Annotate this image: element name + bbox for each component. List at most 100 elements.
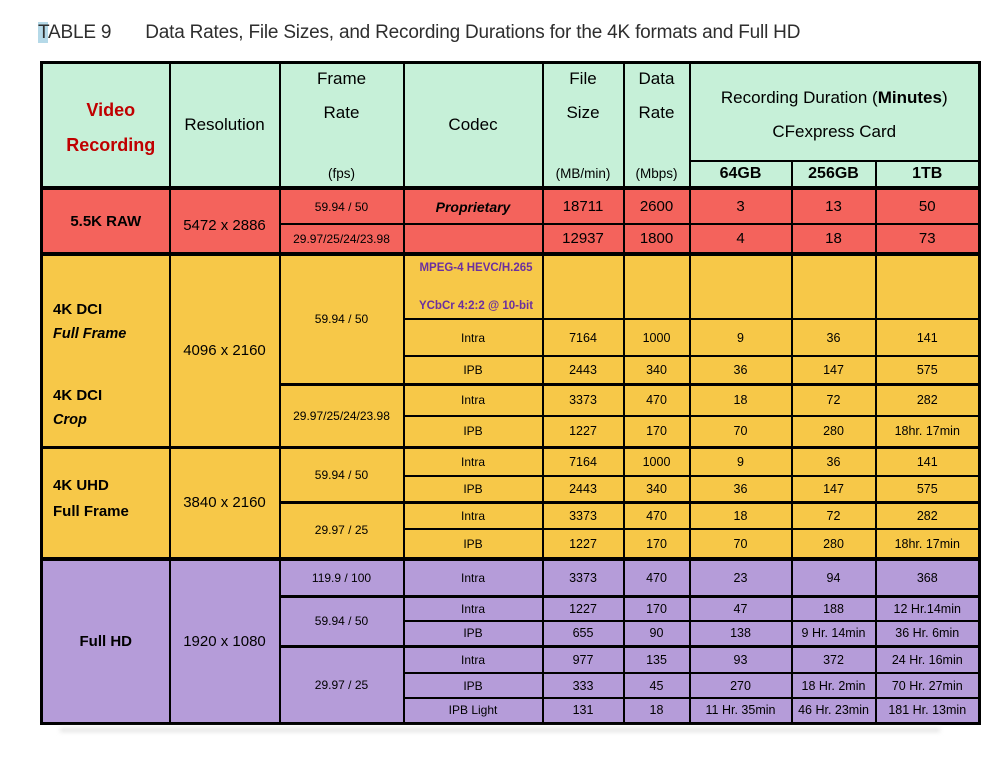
data-rate-cell: 340 — [622, 475, 691, 503]
duration-suffix: ) — [941, 87, 948, 107]
duration-64gb-cell: 270 — [688, 672, 793, 699]
codec-cell: Proprietary — [402, 186, 544, 225]
duration-64gb-cell: 11 Hr. 35min — [688, 697, 793, 724]
duration-64gb-cell: 3 — [688, 186, 793, 225]
header-resolution: Resolution — [168, 61, 281, 189]
duration-64gb-cell: 36 — [688, 355, 793, 385]
uhd-row-2: IPB 2443 340 36 147 575 — [42, 475, 981, 503]
data-rate-cell: 18 — [622, 697, 691, 724]
codec-cell: Intra — [402, 445, 544, 477]
duration-64gb-cell: 36 — [688, 475, 793, 503]
duration-256gb-cell: 188 — [790, 594, 877, 622]
uhd-row-4: IPB 1227 170 70 280 18hr. 17min — [42, 528, 981, 560]
duration-64gb-cell: 9 — [688, 318, 793, 357]
dci-label-2: 4K DCI — [53, 387, 103, 405]
codec-format-line1: MPEG-4 HEVC/H.265 — [419, 262, 533, 274]
header-file-size-line1: File — [569, 69, 597, 88]
caption-highlighted-letter: T — [38, 22, 48, 43]
duration-256gb-cell: 280 — [790, 528, 877, 560]
duration-256gb-cell: 18 Hr. 2min — [790, 672, 877, 699]
file-size-cell: 1227 — [541, 594, 625, 622]
fps-cell: 29.97/25/24/23.98 — [278, 382, 405, 448]
fps-cell: 29.97/25/24/23.98 — [278, 223, 405, 255]
fullhd-row-4: 29.97 / 25 Intra 977 135 93 372 24 Hr. 1… — [42, 644, 981, 724]
empty-cell — [622, 252, 691, 320]
data-rate-cell: 470 — [622, 382, 691, 417]
file-size-cell: 333 — [541, 672, 625, 699]
file-size-cell: 3373 — [541, 557, 625, 597]
fps-cell: 29.97 / 25 — [278, 644, 405, 724]
empty-cell — [874, 252, 981, 320]
header-video-recording: Video Recording — [40, 61, 171, 189]
duration-1tb-cell: 141 — [874, 445, 981, 477]
duration-64gb-cell: 4 — [688, 223, 793, 255]
file-size-cell: 655 — [541, 620, 625, 647]
duration-1tb-cell: 24 Hr. 16min — [874, 644, 981, 674]
header-codec: Codec — [402, 61, 544, 189]
duration-1tb-cell: 70 Hr. 27min — [874, 672, 981, 699]
section-label-4k-dci: 4K DCI Full Frame 4K DCI Crop — [40, 252, 171, 448]
file-size-cell: 18711 — [541, 186, 625, 225]
dci-codec-header-row: 4K DCI Full Frame 4K DCI Crop 4096 x 216… — [40, 252, 981, 448]
duration-1tb-cell: 575 — [874, 475, 981, 503]
uhd-row-1: 4K UHD Full Frame 3840 x 2160 59.94 / 50… — [40, 445, 981, 560]
section-label-55k-raw: 5.5K RAW — [40, 186, 171, 255]
empty-cell — [541, 252, 625, 320]
codec-cell: IPB — [402, 415, 544, 448]
file-size-cell: 977 — [541, 644, 625, 674]
data-rate-cell: 1000 — [622, 445, 691, 477]
codec-cell: Intra — [402, 382, 544, 417]
fps-cell: 59.94 / 50 — [278, 445, 405, 503]
duration-64gb-cell: 70 — [688, 415, 793, 448]
header-cfexpress-card: CFexpress Card — [772, 121, 897, 141]
duration-1tb-cell: 282 — [874, 382, 981, 417]
duration-64gb-cell: 138 — [688, 620, 793, 647]
duration-256gb-cell: 72 — [790, 500, 877, 530]
header-data-rate: Data Rate (Mbps) — [622, 61, 691, 189]
duration-256gb-cell: 13 — [790, 186, 877, 225]
resolution-4k-dci: 4096 x 2160 — [168, 252, 281, 448]
header-video-recording-line2: Recording — [66, 134, 156, 155]
header-row: Video Recording Resolution Frame Rate (f… — [40, 61, 981, 189]
resolution-4k-uhd: 3840 x 2160 — [168, 445, 281, 560]
dci-label-1-sub: Full Frame — [53, 326, 127, 343]
fullhd-row-3: IPB 655 90 138 9 Hr. 14min 36 Hr. 6min — [42, 620, 981, 647]
codec-cell: IPB — [402, 528, 544, 560]
duration-1tb-cell: 50 — [874, 186, 981, 225]
raw-row-2: 29.97/25/24/23.98 12937 1800 4 18 73 — [42, 223, 981, 255]
duration-1tb-cell: 181 Hr. 13min — [874, 697, 981, 724]
fullhd-row-1: Full HD 1920 x 1080 119.9 / 100 Intra 33… — [40, 557, 981, 724]
codec-cell: Intra — [402, 594, 544, 622]
dci-row-2: IPB 2443 340 36 147 575 — [42, 355, 981, 385]
duration-256gb-cell: 36 — [790, 318, 877, 357]
fullhd-row-6: IPB Light 131 18 11 Hr. 35min 46 Hr. 23m… — [42, 697, 981, 724]
header-card-row: 64GB 256GB 1TB — [42, 159, 981, 190]
codec-cell: IPB — [402, 355, 544, 385]
data-rates-table: Video Recording Resolution Frame Rate (f… — [40, 61, 981, 725]
codec-cell: IPB — [402, 672, 544, 699]
duration-256gb-cell: 147 — [790, 475, 877, 503]
header-frame-rate-unit: (fps) — [328, 166, 355, 181]
codec-format-header: MPEG-4 HEVC/H.265 YCbCr 4:2:2 @ 10-bit — [402, 252, 544, 320]
dci-label-1: 4K DCI — [53, 301, 103, 319]
duration-1tb-cell: 73 — [874, 223, 981, 255]
codec-cell: IPB Light — [402, 697, 544, 724]
codec-cell: Intra — [402, 557, 544, 597]
fps-cell: 59.94 / 50 — [278, 186, 405, 225]
header-frame-rate: Frame Rate (fps) — [278, 61, 405, 189]
data-rate-cell: 135 — [622, 644, 691, 674]
duration-1tb-cell: 18hr. 17min — [874, 528, 981, 560]
header-card-1tb: 1TB — [874, 159, 981, 190]
duration-256gb-cell: 72 — [790, 382, 877, 417]
scan-artifact — [60, 727, 940, 732]
section-label-4k-uhd: 4K UHD Full Frame — [40, 445, 171, 560]
data-rate-cell: 340 — [622, 355, 691, 385]
codec-cell: IPB — [402, 620, 544, 647]
file-size-cell: 7164 — [541, 318, 625, 357]
data-rate-cell: 90 — [622, 620, 691, 647]
raw-row-1: 5.5K RAW 5472 x 2886 59.94 / 50 Propriet… — [40, 186, 981, 255]
fps-cell: 59.94 / 50 — [278, 252, 405, 385]
fps-cell: 29.97 / 25 — [278, 500, 405, 560]
header-recording-duration: Recording Duration (Minutes) CFexpress C… — [688, 61, 981, 162]
file-size-cell: 131 — [541, 697, 625, 724]
